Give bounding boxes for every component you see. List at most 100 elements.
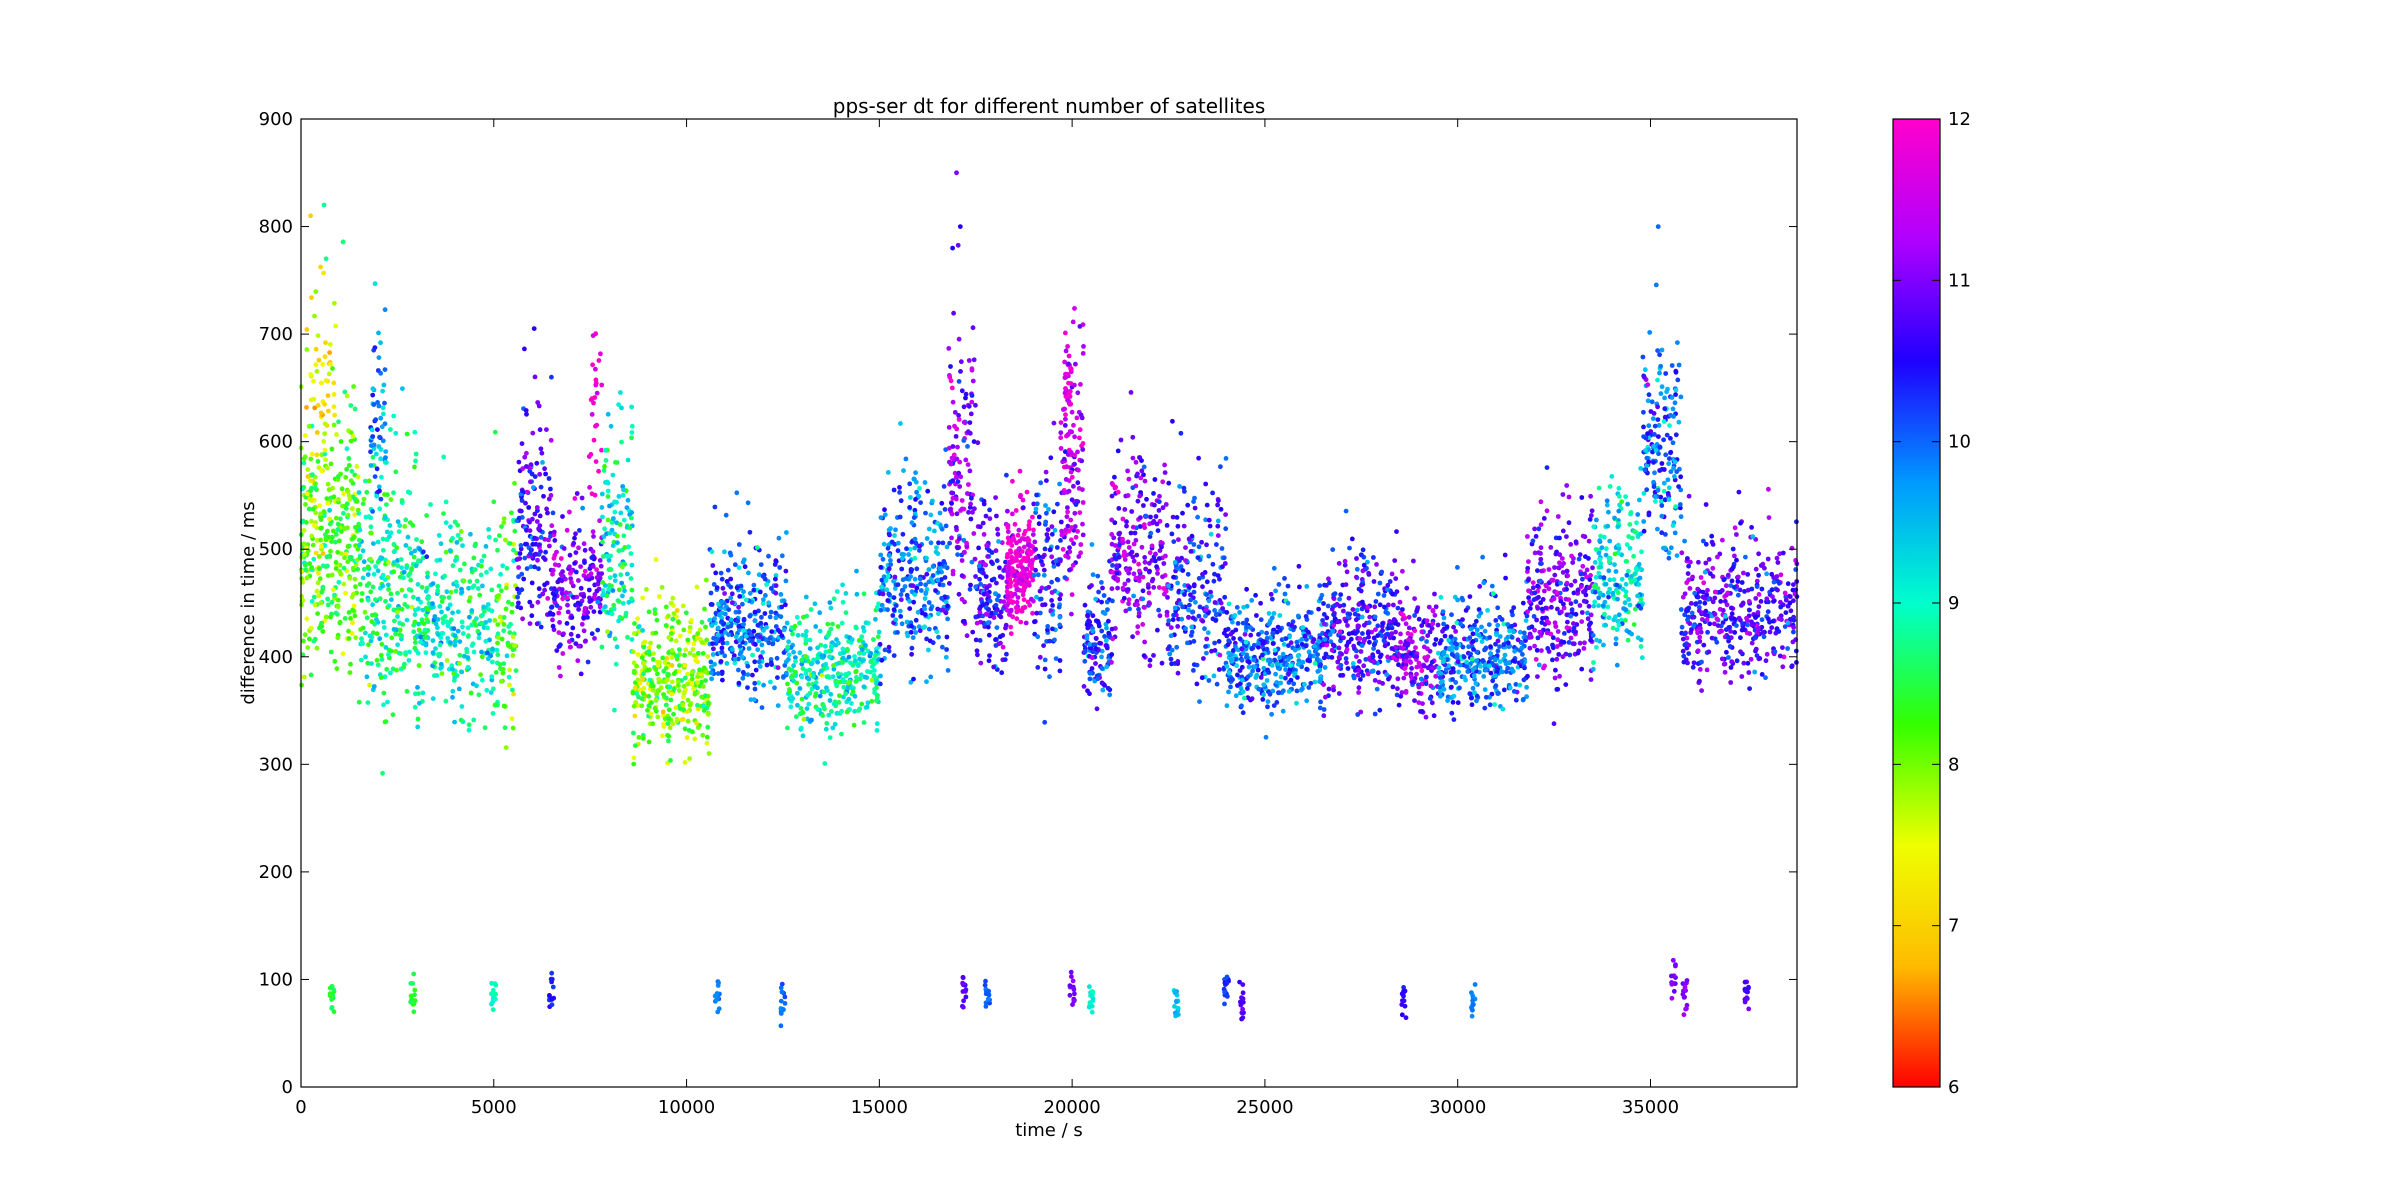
scatter-point [773, 576, 778, 582]
scatter-point [1371, 555, 1376, 560]
scatter-point [339, 551, 344, 556]
scatter-point [341, 510, 346, 516]
scatter-point [433, 646, 438, 651]
scatter-point [497, 614, 503, 620]
scatter-point [571, 540, 577, 546]
scatter-point [926, 567, 932, 572]
scatter-point [997, 634, 1003, 640]
scatter-point [1010, 535, 1016, 541]
scatter-point [1054, 545, 1060, 550]
scatter-point [1022, 558, 1028, 563]
scatter-point [1160, 574, 1165, 580]
scatter-point [759, 614, 764, 620]
scatter-point [452, 633, 458, 638]
scatter-point [700, 732, 706, 738]
scatter-point [734, 490, 740, 496]
scatter-point [357, 555, 363, 561]
scatter-point [339, 486, 345, 492]
scatter-point [1124, 523, 1129, 529]
scatter-point [439, 671, 445, 676]
scatter-point [375, 662, 381, 668]
scatter-point [408, 550, 414, 556]
scatter-point [795, 632, 801, 638]
scatter-point [1151, 653, 1156, 658]
scatter-point [506, 599, 511, 605]
scatter-point [907, 606, 913, 611]
scatter-point [1050, 626, 1055, 632]
scatter-point [712, 661, 717, 667]
scatter-point [736, 623, 742, 629]
scatter-point [784, 620, 790, 626]
scatter-point [689, 669, 695, 675]
scatter-point [360, 625, 366, 631]
scatter-point [391, 560, 397, 565]
scatter-point [516, 600, 521, 606]
scatter-point [965, 491, 970, 496]
scatter-point [375, 559, 381, 565]
scatter-point [864, 704, 870, 710]
scatter-point [522, 454, 528, 460]
scatter-point [891, 653, 897, 658]
scatter-point [477, 592, 483, 598]
scatter-point [636, 694, 641, 700]
scatter-point [812, 601, 818, 607]
scatter-point [559, 587, 565, 592]
scatter-point [1380, 621, 1385, 626]
scatter-point [936, 540, 941, 546]
scatter-point [1171, 612, 1176, 618]
scatter-point [880, 556, 886, 562]
scatter-point [320, 629, 326, 634]
scatter-point [1104, 645, 1110, 651]
scatter-point [399, 606, 405, 612]
scatter-point [629, 423, 635, 429]
scatter-point [498, 571, 503, 577]
scatter-point [695, 635, 700, 641]
scatter-point [700, 703, 706, 709]
scatter-point [1338, 592, 1344, 597]
scatter-point [1130, 524, 1136, 530]
scatter-point [655, 714, 661, 720]
scatter-point [1237, 636, 1243, 642]
scatter-point [903, 456, 909, 462]
scatter-point [840, 655, 846, 661]
scatter-point [534, 460, 540, 466]
scatter-point [622, 588, 627, 594]
scatter-point [1223, 512, 1228, 517]
scatter-point [554, 648, 560, 653]
scatter-point [886, 527, 892, 533]
scatter-point [438, 541, 444, 547]
scatter-point [906, 552, 911, 557]
scatter-point [420, 690, 426, 696]
scatter-point [327, 350, 332, 355]
scatter-point [378, 652, 384, 658]
scatter-point [459, 589, 465, 595]
scatter-point [596, 358, 602, 363]
scatter-point [449, 617, 454, 623]
scatter-point [345, 544, 351, 549]
scatter-point [712, 504, 718, 510]
scatter-point [315, 611, 320, 616]
scatter-point [1075, 480, 1081, 486]
scatter-point [494, 647, 500, 653]
scatter-point [550, 510, 556, 516]
scatter-point [639, 703, 645, 709]
scatter-point [1235, 621, 1241, 626]
scatter-point [1066, 353, 1072, 359]
scatter-point [712, 616, 717, 622]
scatter-point [321, 513, 327, 519]
scatter-point [1159, 660, 1165, 666]
scatter-point [871, 637, 876, 642]
scatter-point [329, 539, 334, 544]
scatter-point [350, 565, 356, 571]
scatter-point [1069, 409, 1075, 415]
scatter-point [949, 501, 954, 506]
scatter-point [1373, 627, 1378, 632]
scatter-point [1051, 420, 1057, 426]
scatter-point [1003, 622, 1009, 628]
scatter-point [607, 575, 613, 580]
scatter-point [844, 709, 850, 715]
scatter-point [745, 672, 751, 677]
scatter-point [1215, 518, 1221, 524]
scatter-point [479, 654, 485, 660]
scatter-point [895, 582, 901, 588]
